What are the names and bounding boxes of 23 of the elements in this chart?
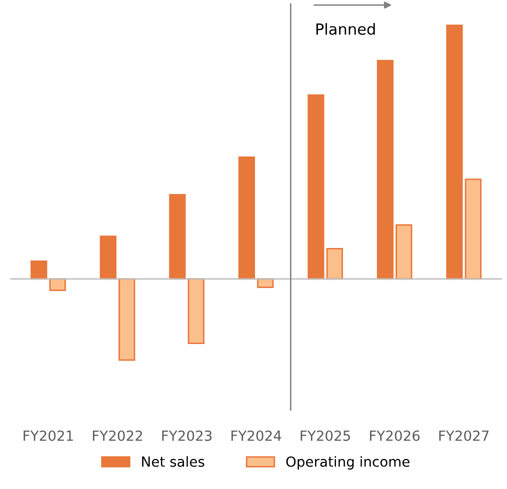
bar <box>100 236 116 280</box>
bar <box>446 24 463 280</box>
bar <box>396 224 412 280</box>
x-tick-label: FY2025 <box>300 430 350 441</box>
x-tick-label: FY2026 <box>370 430 420 441</box>
bar <box>49 278 66 292</box>
bar <box>326 248 343 280</box>
bar <box>464 178 482 280</box>
bar <box>30 260 48 280</box>
bar <box>308 94 324 280</box>
annotation: Planned <box>316 23 375 35</box>
bar <box>376 60 394 280</box>
legend-label: Net sales <box>142 456 204 467</box>
bar <box>118 278 136 361</box>
x-tick-label: FY2023 <box>162 430 212 441</box>
bar <box>169 194 186 280</box>
x-tick-label: FY2021 <box>24 430 73 441</box>
x-tick-label: FY2027 <box>439 430 489 441</box>
bar <box>238 156 255 280</box>
x-tick-label: FY2022 <box>92 430 142 441</box>
bar <box>188 278 204 344</box>
x-tick-label: FY2024 <box>231 430 282 441</box>
legend-label: Operating income <box>286 456 410 470</box>
